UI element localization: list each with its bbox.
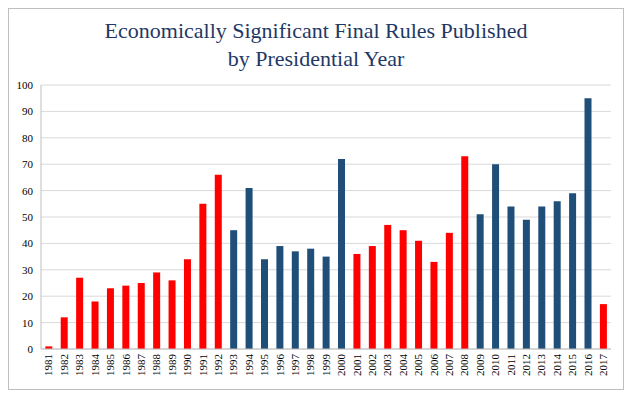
svg-text:2002: 2002 bbox=[366, 354, 378, 376]
svg-text:1984: 1984 bbox=[89, 354, 101, 377]
svg-text:1994: 1994 bbox=[243, 354, 255, 377]
svg-text:2004: 2004 bbox=[397, 354, 409, 377]
svg-text:2016: 2016 bbox=[582, 354, 594, 377]
svg-text:1992: 1992 bbox=[212, 354, 224, 376]
svg-text:1993: 1993 bbox=[227, 354, 239, 377]
svg-text:2008: 2008 bbox=[458, 354, 470, 377]
svg-text:1991: 1991 bbox=[197, 354, 209, 376]
svg-text:10: 10 bbox=[22, 317, 34, 329]
svg-text:2001: 2001 bbox=[351, 354, 363, 376]
svg-text:2000: 2000 bbox=[335, 354, 347, 377]
svg-text:2005: 2005 bbox=[412, 354, 424, 377]
svg-text:2010: 2010 bbox=[489, 354, 501, 377]
svg-text:2014: 2014 bbox=[551, 354, 563, 377]
svg-text:2007: 2007 bbox=[443, 354, 455, 377]
svg-text:1997: 1997 bbox=[289, 354, 301, 377]
svg-text:0: 0 bbox=[28, 343, 34, 355]
svg-text:1989: 1989 bbox=[166, 354, 178, 377]
svg-text:90: 90 bbox=[22, 105, 34, 117]
svg-text:1981: 1981 bbox=[43, 354, 55, 376]
svg-text:1996: 1996 bbox=[274, 354, 286, 377]
svg-text:70: 70 bbox=[22, 158, 34, 170]
svg-text:2013: 2013 bbox=[535, 354, 547, 377]
svg-text:2009: 2009 bbox=[474, 354, 486, 377]
svg-text:1995: 1995 bbox=[258, 354, 270, 377]
svg-text:1999: 1999 bbox=[320, 354, 332, 377]
svg-text:30: 30 bbox=[22, 264, 34, 276]
svg-text:1982: 1982 bbox=[58, 354, 70, 376]
svg-text:2011: 2011 bbox=[505, 354, 517, 376]
svg-text:1983: 1983 bbox=[73, 354, 85, 377]
svg-text:1988: 1988 bbox=[150, 354, 162, 377]
svg-text:2006: 2006 bbox=[428, 354, 440, 377]
svg-text:1987: 1987 bbox=[135, 354, 147, 377]
svg-text:2012: 2012 bbox=[520, 354, 532, 376]
html-text:Economically Significant Final: Economically Significant Final Rules Pub… bbox=[104, 18, 528, 71]
svg-text:1998: 1998 bbox=[304, 354, 316, 377]
svg-text:20: 20 bbox=[22, 290, 34, 302]
svg-text:1990: 1990 bbox=[181, 354, 193, 377]
svg-text:1985: 1985 bbox=[104, 354, 116, 377]
svg-text:100: 100 bbox=[17, 81, 34, 91]
svg-text:40: 40 bbox=[22, 237, 34, 249]
svg-text:2003: 2003 bbox=[381, 354, 393, 377]
svg-text:80: 80 bbox=[22, 132, 34, 144]
svg-text:2015: 2015 bbox=[566, 354, 578, 377]
svg-text:60: 60 bbox=[22, 185, 34, 197]
svg-text:2017: 2017 bbox=[597, 354, 609, 377]
svg-text:1986: 1986 bbox=[120, 354, 132, 377]
svg-text:50: 50 bbox=[22, 211, 34, 223]
